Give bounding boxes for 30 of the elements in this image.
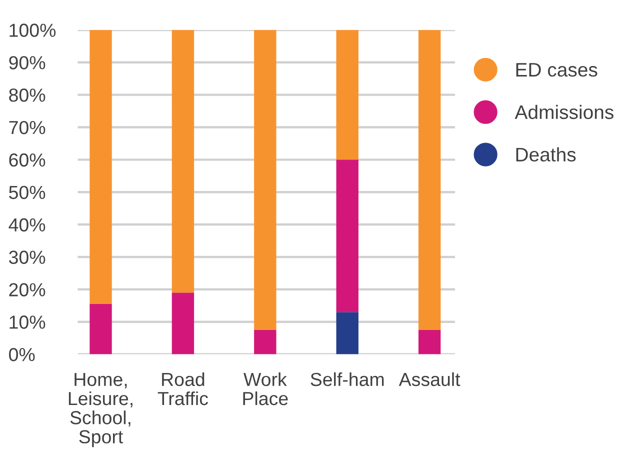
bar — [172, 292, 194, 354]
y-tick-label: 10% — [10, 316, 46, 329]
bar — [336, 160, 358, 312]
x-tick-label: Self-ham — [310, 372, 384, 386]
bar — [90, 30, 112, 304]
y-tick-label: 30% — [9, 250, 46, 264]
bar — [336, 30, 358, 160]
bar — [254, 30, 276, 330]
bar — [336, 312, 358, 354]
bar — [254, 330, 276, 354]
y-tick-label: 80% — [9, 88, 46, 102]
y-tick-label: 50% — [9, 186, 46, 200]
bar — [418, 330, 441, 354]
y-tick-label: 70% — [9, 120, 46, 134]
y-tick-label: 0% — [9, 348, 35, 362]
x-tick-label: Assault — [398, 372, 460, 386]
bar — [90, 304, 112, 354]
y-tick-label: 40% — [8, 218, 46, 232]
legend-label: Admissions — [514, 104, 614, 120]
bar — [172, 30, 194, 293]
y-tick-label: 90% — [9, 56, 46, 70]
y-tick-label: 100% — [10, 24, 56, 37]
legend-label: Deaths — [516, 147, 576, 162]
y-tick-label: 20% — [9, 283, 46, 296]
x-tick-label: Road Traffic — [158, 372, 208, 406]
x-tick-label: Home, Leisure, School, Sport — [68, 373, 132, 448]
y-tick-label: 60% — [9, 153, 46, 167]
x-tick-label: Work Place — [243, 372, 288, 406]
legend-label: ED cases — [516, 63, 598, 77]
bar — [418, 30, 441, 330]
